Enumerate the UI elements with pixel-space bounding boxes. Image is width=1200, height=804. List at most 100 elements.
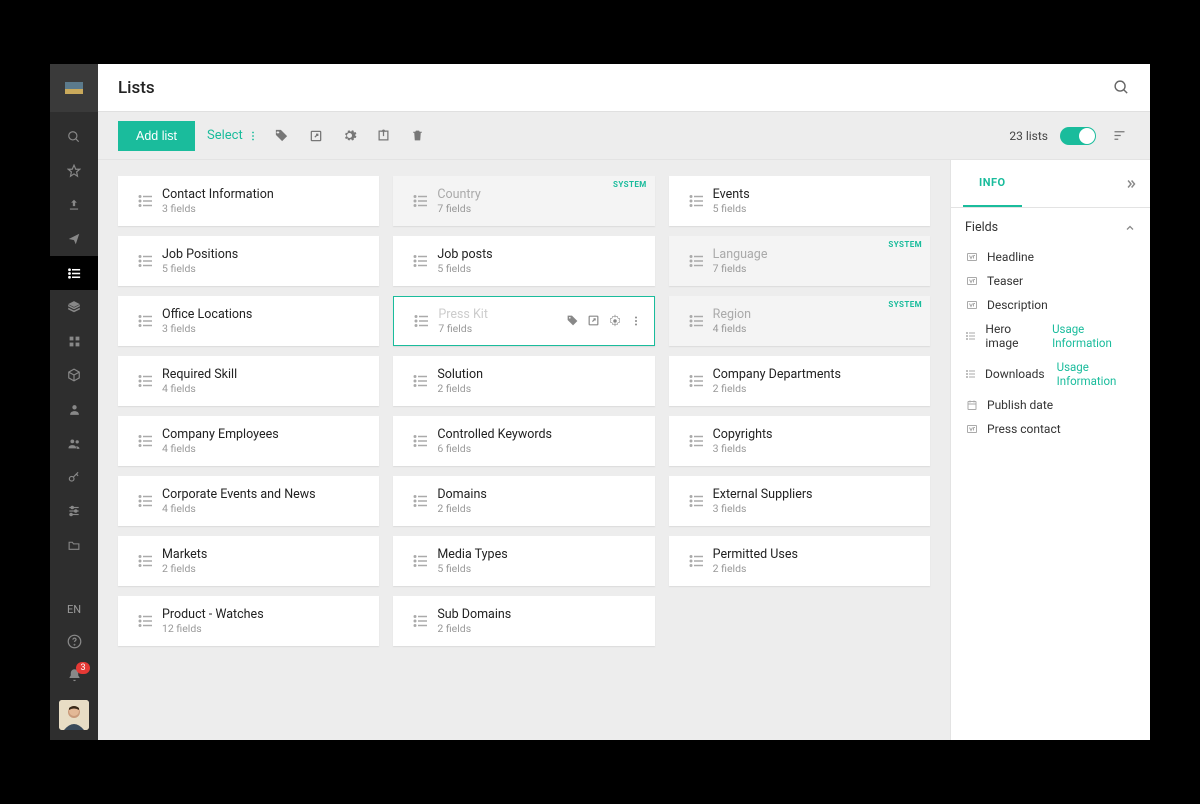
card-subtitle: 2 fields [437, 502, 642, 515]
open-external-icon[interactable] [587, 314, 600, 328]
page-title: Lists [118, 78, 155, 98]
field-label: Press contact [987, 422, 1061, 436]
list-icon [405, 252, 437, 270]
tag-icon[interactable] [271, 128, 293, 143]
list-card[interactable]: Office Locations3 fields [118, 296, 379, 346]
open-external-icon[interactable] [305, 129, 327, 143]
list-card[interactable]: Job posts5 fields [393, 236, 654, 286]
field-row[interactable]: Description [965, 293, 1136, 317]
settings-icon[interactable] [608, 314, 622, 328]
list-card[interactable]: Region4 fieldsSYSTEM [669, 296, 930, 346]
card-title: Job posts [437, 247, 642, 262]
language-selector[interactable]: EN [67, 594, 81, 624]
card-title: Product - Watches [162, 607, 367, 622]
list-card[interactable]: Sub Domains2 fields [393, 596, 654, 646]
card-subtitle: 3 fields [162, 322, 367, 335]
list-card[interactable]: Events5 fields [669, 176, 930, 226]
field-row[interactable]: Teaser [965, 269, 1136, 293]
card-title: Permitted Uses [713, 547, 918, 562]
list-card[interactable]: Company Departments2 fields [669, 356, 930, 406]
card-title: External Suppliers [713, 487, 918, 502]
collapse-panel-icon[interactable] [1124, 177, 1138, 191]
select-link[interactable]: Select [207, 128, 259, 143]
help-icon[interactable] [50, 624, 98, 658]
list-icon[interactable] [50, 256, 98, 290]
list-card[interactable]: Controlled Keywords6 fields [393, 416, 654, 466]
person-icon[interactable] [50, 392, 98, 426]
list-icon [405, 492, 437, 510]
list-card[interactable]: Permitted Uses2 fields [669, 536, 930, 586]
field-type-icon [965, 299, 979, 311]
field-row[interactable]: Press contact [965, 417, 1136, 441]
field-row[interactable]: Hero imageUsage Information [965, 317, 1136, 355]
app-logo[interactable] [50, 64, 98, 112]
card-title: Company Employees [162, 427, 367, 442]
list-card[interactable]: Product - Watches12 fields [118, 596, 379, 646]
field-row[interactable]: DownloadsUsage Information [965, 355, 1136, 393]
list-icon [681, 492, 713, 510]
list-icon [130, 312, 162, 330]
list-card[interactable]: Copyrights3 fields [669, 416, 930, 466]
share-icon[interactable] [50, 222, 98, 256]
list-card[interactable]: Country7 fieldsSYSTEM [393, 176, 654, 226]
list-card[interactable]: Media Types5 fields [393, 536, 654, 586]
key-icon[interactable] [50, 460, 98, 494]
list-card[interactable]: External Suppliers3 fields [669, 476, 930, 526]
notifications-icon[interactable]: 3 [50, 658, 98, 692]
upload-icon[interactable] [50, 188, 98, 222]
field-row[interactable]: Publish date [965, 393, 1136, 417]
view-toggle[interactable] [1060, 127, 1096, 145]
sort-icon[interactable] [1108, 128, 1130, 143]
list-card[interactable]: Company Employees4 fields [118, 416, 379, 466]
cube-icon[interactable] [50, 358, 98, 392]
search-icon[interactable] [50, 120, 98, 154]
fields-section-header[interactable]: Fields [965, 220, 1136, 235]
field-row[interactable]: Headline [965, 245, 1136, 269]
system-tag: SYSTEM [613, 180, 647, 189]
list-icon [406, 312, 438, 330]
card-subtitle: 7 fields [713, 262, 918, 275]
settings-icon[interactable] [339, 128, 361, 143]
list-card[interactable]: Markets2 fields [118, 536, 379, 586]
people-icon[interactable] [50, 426, 98, 460]
list-card[interactable]: Solution2 fields [393, 356, 654, 406]
list-icon [681, 192, 713, 210]
card-title: Contact Information [162, 187, 367, 202]
field-extra-link[interactable]: Usage Information [1052, 322, 1136, 350]
info-tab[interactable]: INFO [963, 160, 1022, 207]
add-list-button[interactable]: Add list [118, 121, 195, 151]
grid-icon[interactable] [50, 324, 98, 358]
card-title: Required Skill [162, 367, 367, 382]
folder-icon[interactable] [50, 528, 98, 562]
list-card[interactable]: Required Skill4 fields [118, 356, 379, 406]
delete-icon[interactable] [407, 128, 429, 143]
user-avatar[interactable] [59, 700, 89, 730]
card-subtitle: 4 fields [162, 382, 367, 395]
list-card[interactable]: Domains2 fields [393, 476, 654, 526]
field-extra-link[interactable]: Usage Information [1057, 360, 1136, 388]
card-title: Corporate Events and News [162, 487, 367, 502]
card-subtitle: 5 fields [437, 262, 642, 275]
sliders-icon[interactable] [50, 494, 98, 528]
layers-icon[interactable] [50, 290, 98, 324]
field-type-icon [965, 275, 979, 287]
list-icon [130, 192, 162, 210]
field-type-icon [965, 251, 979, 263]
more-icon[interactable] [630, 314, 642, 328]
list-card[interactable]: Job Positions5 fields [118, 236, 379, 286]
card-title: Region [713, 307, 918, 322]
export-icon[interactable] [373, 128, 395, 143]
header-search-icon[interactable] [1113, 79, 1130, 96]
list-icon [681, 432, 713, 450]
list-card[interactable]: Press Kit7 fields [393, 296, 654, 346]
list-icon [681, 372, 713, 390]
tag-icon[interactable] [566, 314, 579, 328]
select-label: Select [207, 128, 243, 143]
list-icon [130, 252, 162, 270]
list-card[interactable]: Contact Information3 fields [118, 176, 379, 226]
list-card[interactable]: Language7 fieldsSYSTEM [669, 236, 930, 286]
star-icon[interactable] [50, 154, 98, 188]
system-tag: SYSTEM [888, 240, 922, 249]
card-title: Company Departments [713, 367, 918, 382]
list-card[interactable]: Corporate Events and News4 fields [118, 476, 379, 526]
